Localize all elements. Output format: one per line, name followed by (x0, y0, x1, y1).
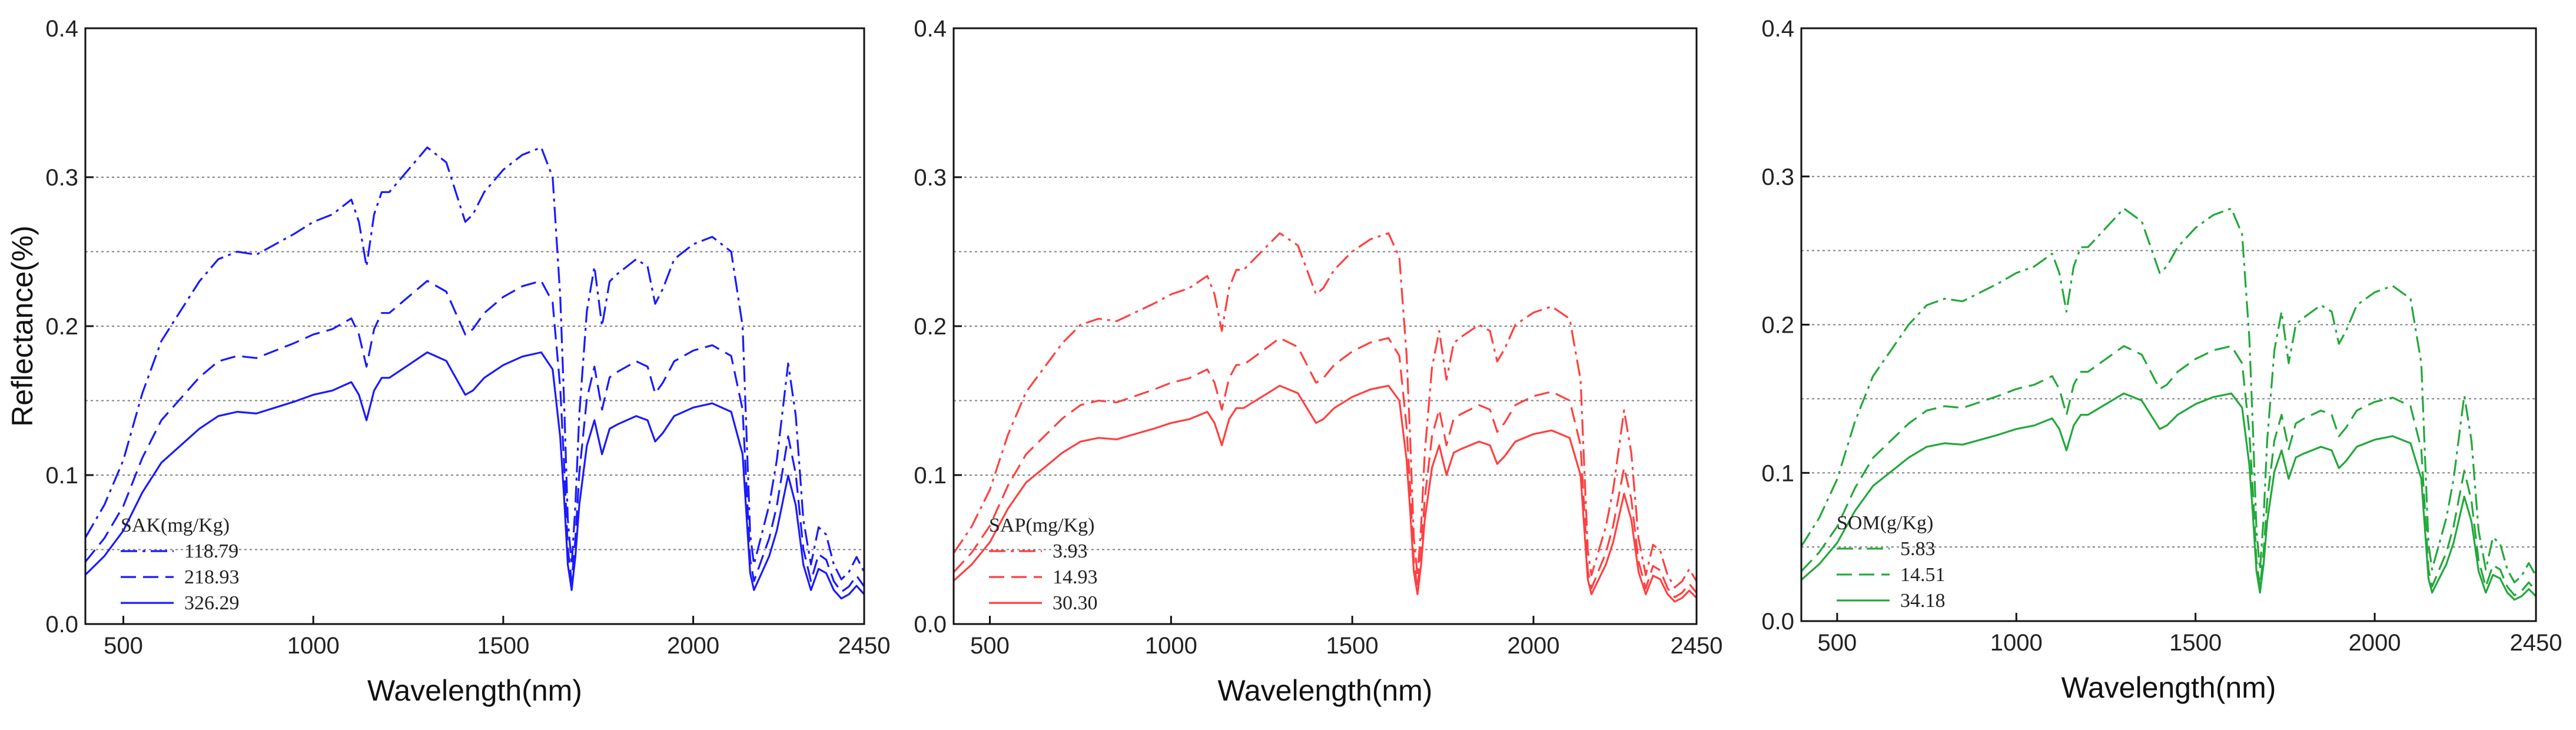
x-tick-label: 500 (970, 633, 1010, 659)
y-tick-label: 0.1 (45, 463, 78, 489)
legend: SAP(mg/Kg) 3.93 14.93 30.30 (989, 515, 1098, 614)
legend-entry: 326.29 (121, 592, 240, 614)
series-line-14.51 (1800, 345, 2537, 596)
x-axis-label: Wavelength(nm) (367, 674, 582, 707)
y-tick-label: 0.3 (914, 165, 947, 191)
y-tick-label: 0.2 (45, 314, 78, 340)
x-tick-label: 2000 (1507, 633, 1559, 659)
y-tick-label: 0.3 (1761, 164, 1794, 190)
series-line-3.93 (952, 232, 1698, 589)
legend-entry: 34.18 (1837, 590, 1946, 612)
series-line-218.93 (84, 280, 865, 593)
legend: SOM(g/Kg) 5.83 14.51 34.18 (1837, 512, 1946, 612)
x-tick-label: 1500 (477, 633, 529, 659)
legend-label: 218.93 (184, 566, 240, 588)
series-line-30.30 (952, 384, 1698, 603)
y-tick-label: 0.2 (914, 314, 947, 340)
y-tick-label: 0.4 (45, 16, 78, 42)
legend-title: SAK(mg/Kg) (121, 515, 230, 536)
legend-label: 3.93 (1053, 540, 1088, 562)
series-line-14.93 (952, 337, 1698, 599)
legend-label: 118.79 (184, 540, 238, 562)
x-tick-label: 1000 (1145, 633, 1197, 659)
y-tick-label: 0.4 (914, 16, 947, 42)
y-tick-label: 0.3 (45, 165, 78, 191)
series-line-326.29 (84, 351, 865, 600)
x-tick-label: 1500 (1326, 633, 1379, 659)
x-tick-label: 2000 (2349, 630, 2401, 656)
y-tick-label: 0.1 (914, 463, 947, 489)
x-tick-label: 500 (104, 633, 143, 659)
chart-panel-sap: 500 1000 1500 2000 2450 0.0 0.1 0.2 0.3 0.4 Wavel… (914, 16, 1722, 707)
x-tick-label: 1000 (287, 633, 340, 659)
ticks-group: 500 1000 1500 2000 2450 0.0 0.1 0.2 0.3 0.4 (45, 16, 890, 659)
y-tick-label: 0.1 (1761, 460, 1794, 486)
ticks-group: 500 1000 1500 2000 2450 0.0 0.1 0.2 0.3 0.4 (914, 16, 1722, 659)
x-tick-label: 2450 (838, 633, 891, 659)
series-line-118.79 (84, 146, 865, 580)
y-tick-label: 0.0 (914, 612, 947, 638)
legend-label: 14.93 (1053, 566, 1098, 588)
chart-panel-sak: 500 1000 1500 2000 2450 0.0 0.1 0.2 0.3 0.4 Wavel… (6, 16, 890, 707)
legend: SAK(mg/Kg) 118.79 218.93 326.29 (121, 515, 240, 614)
legend-label: 30.30 (1053, 592, 1098, 614)
legend-entry: 3.93 (989, 540, 1088, 562)
y-tick-label: 0.4 (1761, 16, 1794, 42)
legend-title: SAP(mg/Kg) (989, 515, 1094, 536)
legend-label: 326.29 (184, 592, 240, 614)
legend-entry: 5.83 (1837, 538, 1936, 560)
x-tick-label: 2000 (667, 633, 719, 659)
x-axis-label: Wavelength(nm) (1218, 674, 1433, 707)
legend-entry: 14.93 (989, 566, 1098, 588)
y-tick-label: 0.2 (1761, 313, 1794, 339)
legend-entry: 14.51 (1837, 564, 1946, 586)
legend-entry: 218.93 (121, 566, 240, 588)
legend-label: 34.18 (1900, 590, 1946, 612)
gridlines-group (954, 177, 1697, 550)
x-axis-label: Wavelength(nm) (2062, 671, 2276, 704)
gridlines-group (1801, 175, 2536, 548)
x-tick-label: 2450 (2510, 630, 2562, 656)
y-tick-label: 0.0 (45, 612, 78, 638)
series-group (1800, 207, 2537, 601)
legend-title: SOM(g/Kg) (1837, 512, 1933, 534)
x-tick-label: 1500 (2169, 630, 2222, 656)
legend-label: 14.51 (1900, 564, 1946, 586)
series-group (952, 232, 1698, 603)
ticks-group: 500 1000 1500 2000 2450 0.0 0.1 0.2 0.3 0.4 (1761, 16, 2562, 656)
series-line-5.83 (1800, 207, 2537, 583)
legend-entry: 30.30 (989, 592, 1098, 614)
y-tick-label: 0.0 (1761, 609, 1794, 635)
legend-entry: 118.79 (121, 540, 238, 562)
x-tick-label: 500 (1818, 630, 1857, 656)
legend-label: 5.83 (1900, 538, 1936, 560)
series-group (84, 146, 865, 600)
chart-panel-som: 500 1000 1500 2000 2450 0.0 0.1 0.2 0.3 0.4 Wavel… (1761, 16, 2562, 704)
x-tick-label: 2450 (1671, 633, 1723, 659)
x-tick-label: 1000 (1990, 630, 2043, 656)
series-line-34.18 (1800, 392, 2537, 601)
y-axis-label: Reflectance(%) (6, 225, 39, 427)
